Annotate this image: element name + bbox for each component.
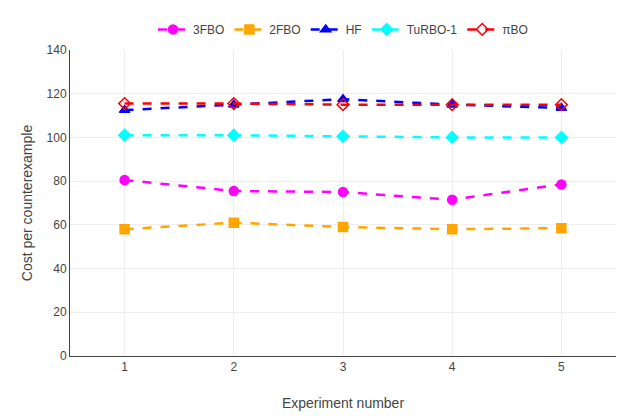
svg-text:40: 40 [53, 262, 67, 276]
svg-text:2: 2 [230, 360, 237, 374]
svg-text:Cost per counterexample: Cost per counterexample [19, 125, 35, 282]
svg-text:4: 4 [449, 360, 456, 374]
svg-text:0: 0 [60, 349, 67, 363]
svg-text:140: 140 [47, 43, 67, 57]
svg-text:20: 20 [53, 305, 67, 319]
svg-text:60: 60 [53, 218, 67, 232]
svg-text:80: 80 [53, 174, 67, 188]
svg-text:3FBO: 3FBO [193, 23, 224, 37]
svg-text:120: 120 [47, 87, 67, 101]
svg-text:HF: HF [346, 23, 362, 37]
svg-text:3: 3 [340, 360, 347, 374]
svg-text:TuRBO-1: TuRBO-1 [407, 23, 458, 37]
svg-text:πBO: πBO [502, 23, 528, 37]
svg-text:5: 5 [558, 360, 565, 374]
svg-text:Experiment number: Experiment number [282, 395, 405, 411]
svg-text:100: 100 [47, 131, 67, 145]
svg-text:1: 1 [121, 360, 128, 374]
svg-text:2FBO: 2FBO [269, 23, 300, 37]
